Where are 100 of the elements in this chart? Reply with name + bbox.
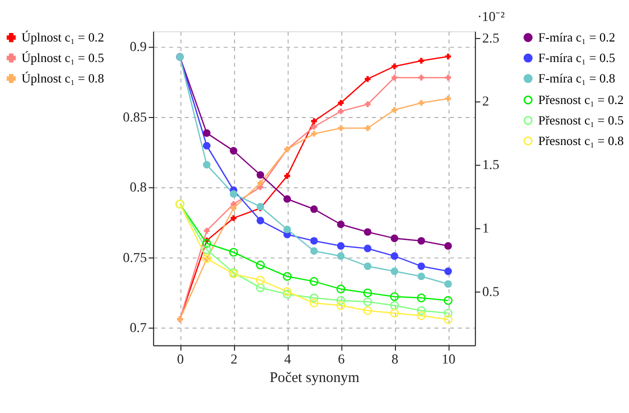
point [392,74,398,80]
point [364,228,372,236]
y-tick-label: 0.85 [122,109,147,124]
legend-label: Úplnost c₁ = 0.2 [21,30,104,44]
point [310,277,318,286]
point [390,292,399,302]
point [202,160,211,169]
point [284,173,290,179]
point [256,260,265,270]
point [256,276,265,285]
point [445,54,451,60]
point [416,311,426,320]
point [444,280,452,288]
y-tick-label: 0.75 [122,250,147,265]
point [204,228,210,234]
point [337,252,345,260]
legend-label: Přesnost c₁ = 0.5 [538,113,624,128]
point [310,298,318,308]
point [311,118,317,124]
point [310,205,318,213]
point [445,96,451,102]
point [416,306,426,316]
x-tick-label: 8 [392,351,399,366]
point [229,248,238,257]
legend-label: F-míra c₁ = 0.2 [538,30,616,44]
point [336,284,346,294]
y2-tick-label: 2.5 [482,30,500,46]
point [257,180,264,186]
point [418,262,426,270]
point [416,294,426,302]
point [282,272,292,281]
point [418,58,424,64]
point [444,308,453,318]
x-tick-label: 10 [442,351,456,366]
point [418,74,424,80]
y2-tick-label: 2 [482,94,490,109]
point [364,244,372,252]
point [310,294,318,302]
legend-label: F-míra c₁ = 0.8 [538,71,616,86]
y-tick-label: 0.8 [130,180,147,195]
point [390,252,398,260]
point [283,195,291,203]
point [202,129,211,137]
point [256,202,264,210]
point [390,234,398,242]
point [202,245,212,254]
legend-label: Úplnost c₁ = 0.5 [21,50,104,65]
point [392,63,398,70]
point [202,142,211,150]
point [363,288,372,298]
point [390,301,399,310]
legend-label: Přesnost c₁ = 0.2 [538,92,624,107]
point [311,124,317,130]
point [256,283,265,292]
y2-axis-title: ·10⁻² [477,8,505,24]
point [364,262,372,270]
point [336,296,346,305]
point [338,125,344,132]
point [311,130,317,137]
point [310,247,318,255]
point [418,100,424,106]
point [283,226,291,234]
point [444,242,452,250]
x-tick-label: 6 [338,351,345,366]
y-tick-label: 0.7 [130,320,147,336]
point [363,297,372,306]
x-axis-title: Počet synonym [270,370,360,386]
point [364,125,371,132]
legend-label: Přesnost c₁ = 0.8 [538,134,624,148]
point [418,272,426,280]
x-tick-label: 4 [284,351,292,366]
point [337,242,345,250]
point [230,215,236,221]
x-tick-label: 2 [230,351,238,366]
point [282,290,292,299]
point [444,268,452,276]
point [444,296,453,305]
point [310,237,318,245]
point [364,101,371,108]
y2-tick-label: 1 [482,220,490,236]
point [445,74,451,80]
point [230,190,238,198]
point [336,301,346,310]
legend-label: F-míra c₁ = 0.5 [538,50,616,65]
y2-tick-label: 0.5 [482,284,500,299]
point [202,238,212,248]
point [390,268,398,276]
point [256,216,264,224]
point [282,287,292,296]
point [418,237,426,245]
y2-tick-label: 1.5 [482,157,500,172]
point [230,205,236,212]
point [390,308,399,318]
point [338,108,344,114]
x-tick-label: 0 [176,351,184,366]
point [363,306,372,316]
point [338,100,344,106]
legend-label: Úplnost c₁ = 0.8 [21,71,104,86]
point [256,171,264,179]
point [337,220,345,228]
